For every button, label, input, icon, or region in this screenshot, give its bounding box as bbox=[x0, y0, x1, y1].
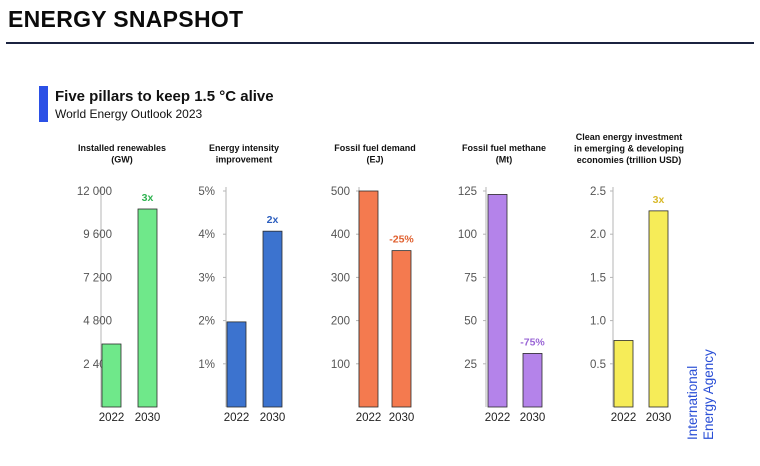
bar-2030 bbox=[522, 353, 543, 408]
bar-2022 bbox=[487, 194, 508, 408]
change-annotation: -75% bbox=[520, 336, 545, 348]
y-tick-label: 2% bbox=[198, 316, 215, 328]
chart-title-line: Fossil fuel methane bbox=[462, 143, 546, 153]
x-category-label: 2030 bbox=[520, 412, 546, 424]
y-tick-label: 50 bbox=[464, 316, 477, 328]
x-category-label: 2022 bbox=[99, 412, 125, 424]
y-tick-label: 25 bbox=[464, 359, 477, 371]
y-tick-label: 12 000 bbox=[77, 186, 112, 198]
logo-line-international: International bbox=[685, 366, 700, 440]
x-category-label: 2030 bbox=[260, 412, 286, 424]
x-category-label: 2030 bbox=[135, 412, 161, 424]
infographic-title: Five pillars to keep 1.5 °C alive bbox=[55, 88, 274, 105]
x-category-label: 2030 bbox=[646, 412, 672, 424]
y-tick-label: 400 bbox=[331, 229, 350, 241]
change-annotation: 3x bbox=[653, 194, 665, 206]
bar-2022 bbox=[226, 321, 247, 408]
iea-logo: International Energy Agency bbox=[685, 349, 716, 440]
chart-title-line: (EJ) bbox=[366, 155, 383, 165]
y-tick-label: 2.5 bbox=[590, 186, 606, 198]
x-category-label: 2022 bbox=[356, 412, 382, 424]
chart-title-line: Fossil fuel demand bbox=[334, 143, 416, 153]
y-tick-label: 100 bbox=[458, 229, 477, 241]
chart-title-line: economies (trillion USD) bbox=[577, 155, 682, 165]
y-tick-label: 500 bbox=[331, 186, 350, 198]
y-tick-label: 300 bbox=[331, 272, 350, 284]
y-tick-label: 2.0 bbox=[590, 229, 606, 241]
y-tick-label: 4% bbox=[198, 229, 215, 241]
bar-2022 bbox=[613, 340, 634, 408]
x-category-label: 2022 bbox=[485, 412, 511, 424]
y-tick-label: 100 bbox=[331, 359, 350, 371]
x-category-label: 2030 bbox=[389, 412, 415, 424]
y-tick-label: 125 bbox=[458, 186, 477, 198]
y-tick-label: 0.5 bbox=[590, 359, 606, 371]
change-annotation: 2x bbox=[267, 214, 279, 226]
x-category-label: 2022 bbox=[224, 412, 250, 424]
change-annotation: -25% bbox=[389, 234, 414, 246]
bar-2030 bbox=[391, 250, 412, 408]
y-tick-label: 75 bbox=[464, 272, 477, 284]
bar-2030 bbox=[648, 210, 669, 408]
y-tick-label: 7 200 bbox=[83, 272, 112, 284]
chart-title-line: improvement bbox=[216, 155, 273, 165]
x-category-label: 2022 bbox=[611, 412, 637, 424]
bar-2030 bbox=[262, 230, 283, 408]
y-tick-label: 3% bbox=[198, 272, 215, 284]
y-tick-label: 1% bbox=[198, 359, 215, 371]
y-tick-label: 4 800 bbox=[83, 316, 112, 328]
chart-title-line: in emerging & developing bbox=[574, 144, 684, 154]
banner-divider bbox=[6, 42, 754, 44]
y-tick-label: 200 bbox=[331, 316, 350, 328]
y-tick-label: 1.5 bbox=[590, 272, 606, 284]
chart-title-line: (Mt) bbox=[496, 155, 513, 165]
chart-title-line: Clean energy investment bbox=[576, 132, 683, 142]
y-tick-label: 5% bbox=[198, 186, 215, 198]
title-accent-bar bbox=[39, 86, 48, 122]
y-tick-label: 9 600 bbox=[83, 229, 112, 241]
infographic-subtitle: World Energy Outlook 2023 bbox=[55, 107, 203, 121]
y-tick-label: 1.0 bbox=[590, 316, 606, 328]
chart-title-line: Energy intensity bbox=[209, 143, 279, 153]
bar-2022 bbox=[358, 190, 379, 408]
bar-2022 bbox=[101, 343, 122, 408]
page-banner-title: ENERGY SNAPSHOT bbox=[8, 6, 244, 32]
chart-title-line: Installed renewables bbox=[78, 143, 166, 153]
bar-2030 bbox=[137, 208, 158, 408]
chart-title-line: (GW) bbox=[111, 155, 133, 165]
logo-line-energy-agency: Energy Agency bbox=[701, 349, 716, 440]
change-annotation: 3x bbox=[142, 192, 154, 204]
